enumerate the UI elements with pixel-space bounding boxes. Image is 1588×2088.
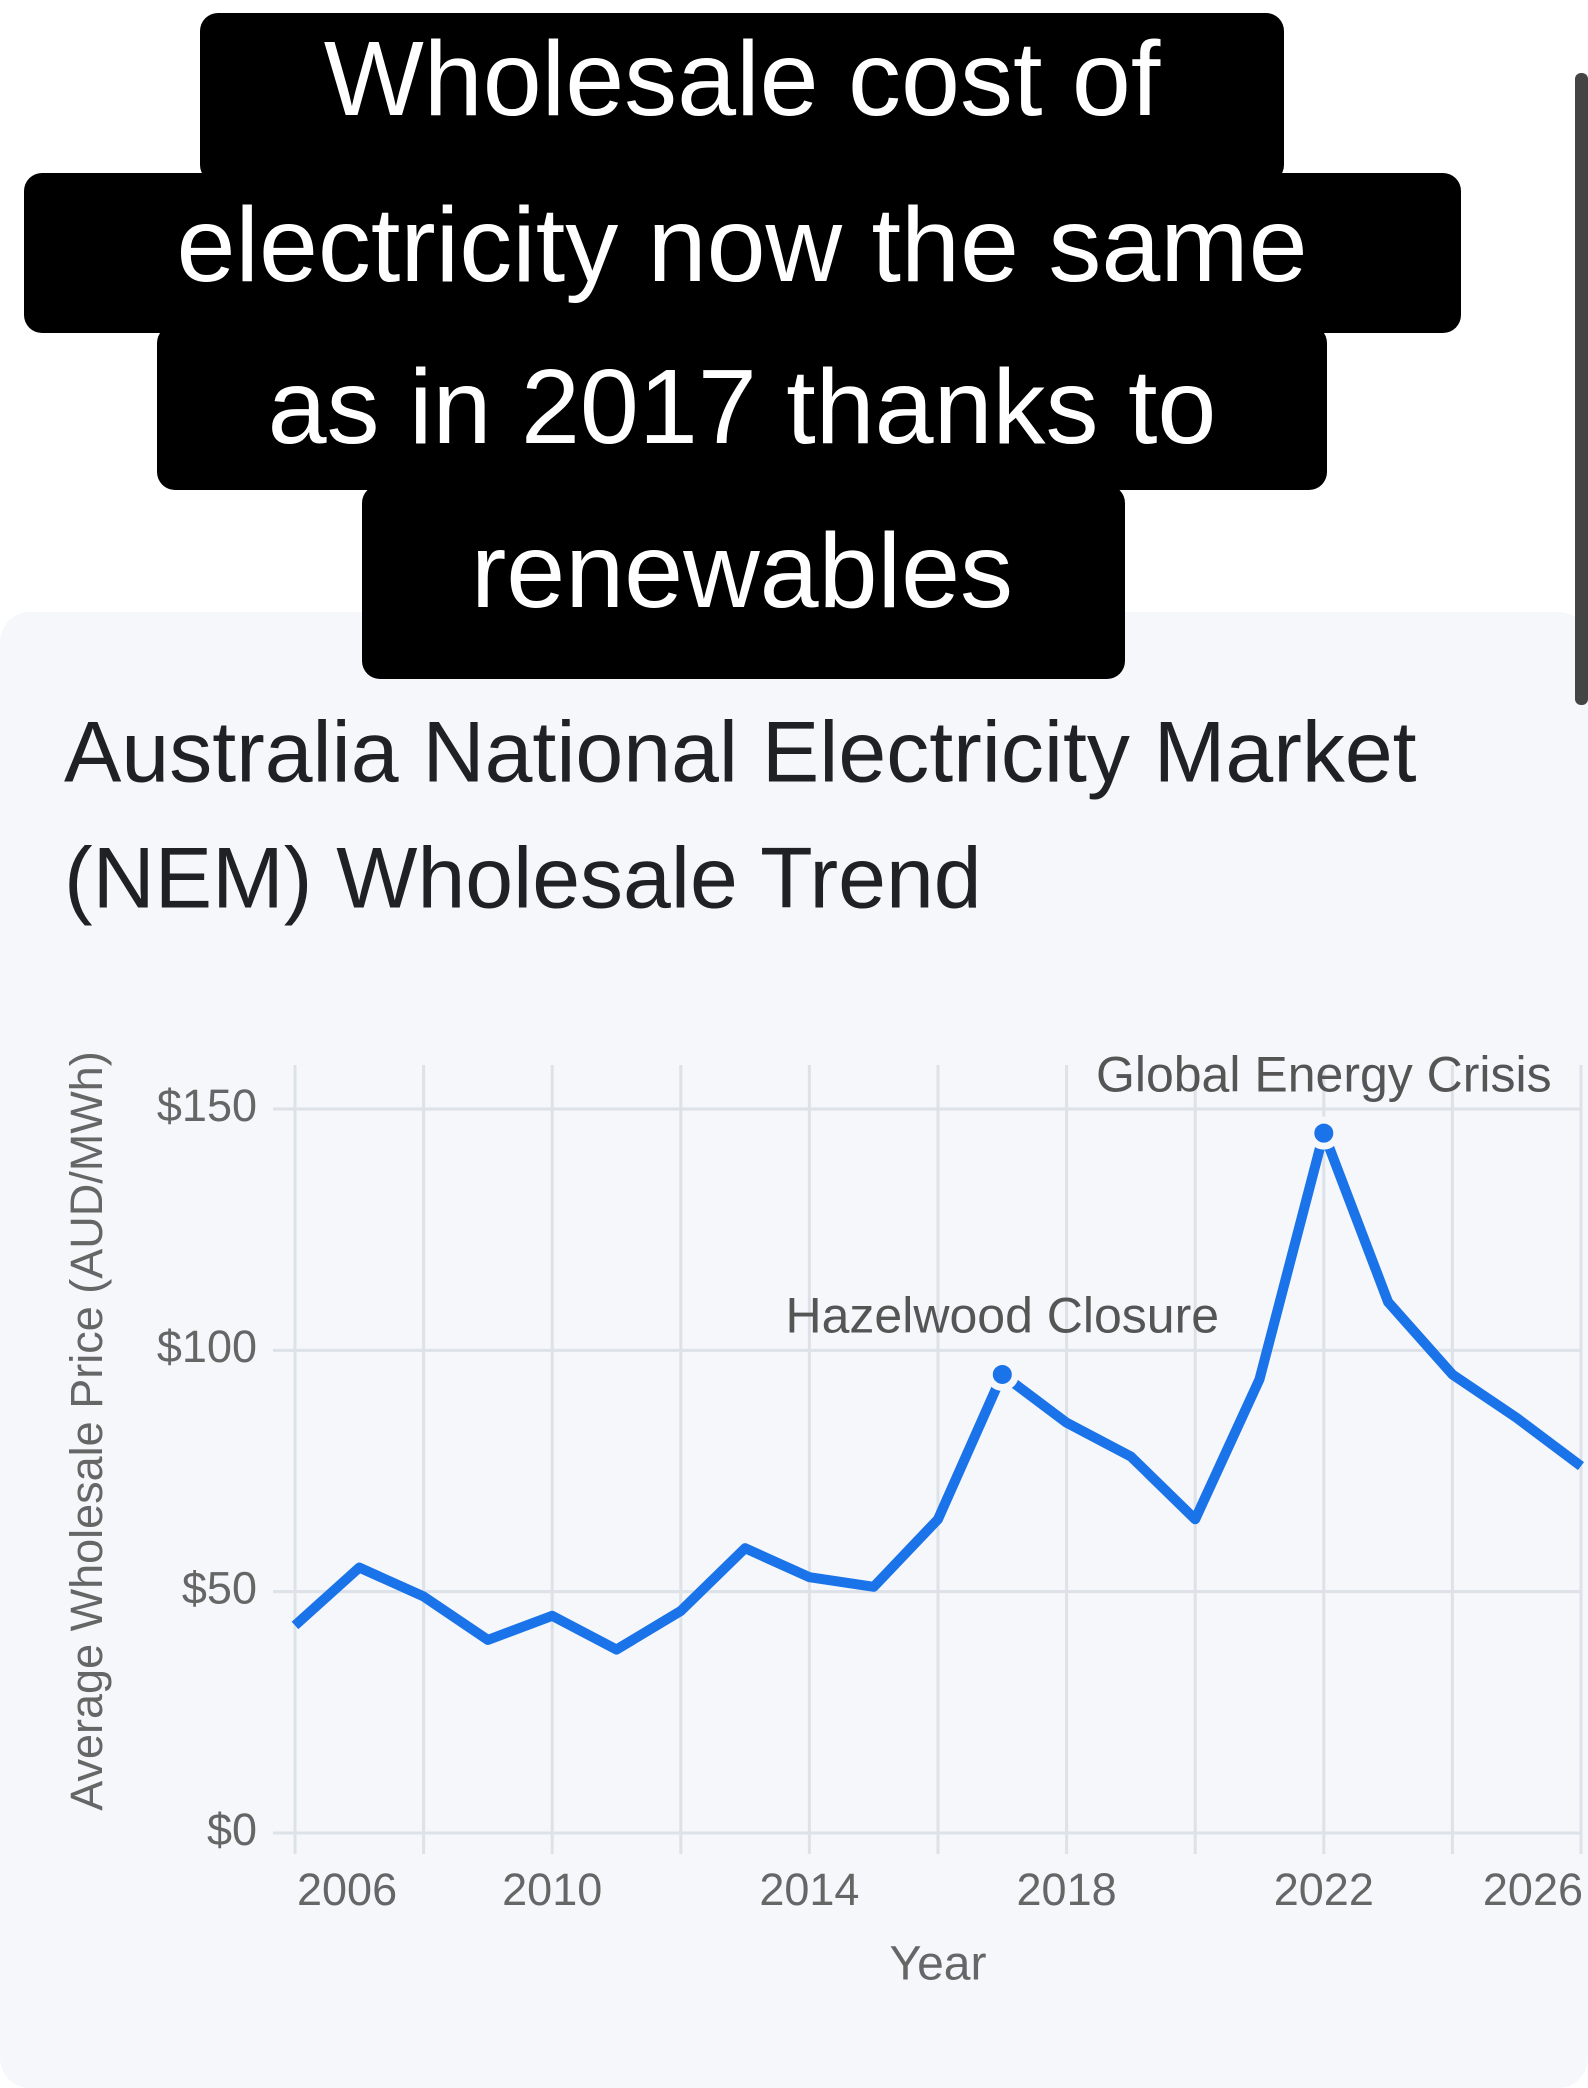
- caption-line: as in 2017 thanks to: [268, 348, 1217, 466]
- caption-box: [24, 173, 1461, 333]
- x-tick-label: 2026: [1483, 1864, 1583, 1915]
- caption-box: [157, 325, 1327, 490]
- x-axis-label: Year: [890, 1938, 987, 1991]
- annotation: Hazelwood Closure: [786, 1288, 1220, 1344]
- caption: Wholesale cost of electricity now the sa…: [176, 20, 1307, 630]
- caption-line: renewables: [471, 512, 1013, 630]
- data-line: [291, 1128, 1585, 1655]
- x-tick-label: 2010: [502, 1864, 602, 1915]
- x-tick-label: 2022: [1274, 1864, 1374, 1915]
- x-tick-label: 2006: [297, 1864, 397, 1915]
- y-tick-label: $50: [182, 1563, 257, 1614]
- y-tick-label: $0: [207, 1804, 257, 1855]
- chart-title: (NEM) Wholesale Trend: [64, 831, 982, 927]
- caption-box: [362, 485, 1125, 679]
- x-tick-label: 2014: [759, 1864, 859, 1915]
- x-tick-label: 2018: [1017, 1864, 1117, 1915]
- highlight-marker: [985, 1357, 1019, 1391]
- caption-line: Wholesale cost of: [324, 20, 1161, 138]
- chart-title: Australia National Electricity Market: [64, 705, 1417, 801]
- y-tick-label: $100: [157, 1321, 257, 1372]
- caption-box: [200, 13, 1284, 183]
- annotation: Global Energy Crisis: [1096, 1046, 1552, 1102]
- highlight-marker: [1307, 1116, 1341, 1150]
- scrollbar: [1575, 73, 1588, 705]
- y-axis-label: Average Wholesale Price (AUD/MWh): [61, 1051, 112, 1810]
- caption-line: electricity now the same: [176, 186, 1307, 304]
- y-tick-label: $150: [157, 1080, 257, 1131]
